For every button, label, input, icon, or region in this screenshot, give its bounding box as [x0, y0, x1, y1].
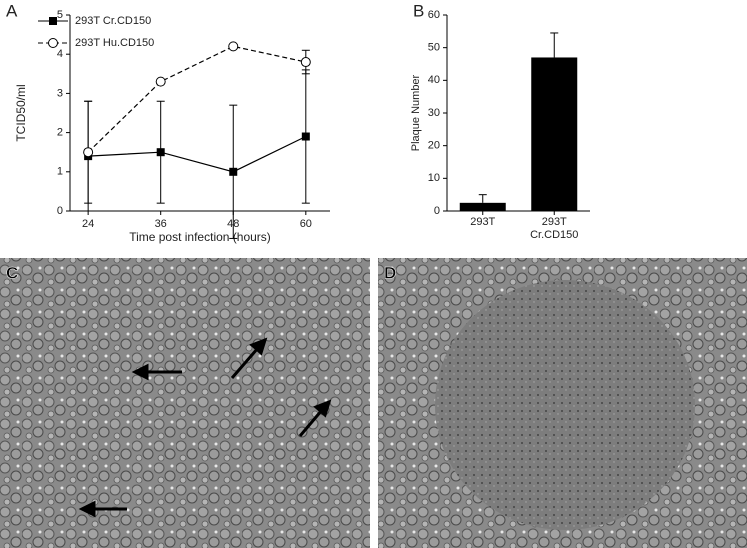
x-tick-label: 293T: [470, 216, 496, 228]
y-tick-label: 10: [428, 172, 440, 184]
x-axis-label: Time post infection (hours): [129, 230, 271, 244]
y-axis-label: Plaque Number: [410, 74, 422, 151]
y-tick-label: 4: [57, 48, 63, 60]
y-tick-label: 3: [57, 87, 63, 99]
y-tick-label: 30: [428, 107, 440, 119]
micrograph-c: [0, 258, 370, 548]
point: [228, 41, 239, 52]
y-tick-label: 1: [57, 166, 63, 178]
x-tick-label: 293T Cr.CD150: [530, 216, 579, 241]
y-tick-label: 20: [428, 140, 440, 152]
x-tick-label: 24: [82, 218, 94, 230]
series-line: [88, 135, 307, 173]
y-tick-label: 40: [428, 74, 440, 86]
bar: [531, 57, 578, 211]
bar: [459, 202, 506, 211]
panel-label: A: [6, 1, 18, 20]
y-tick-label: 50: [428, 42, 440, 54]
panel-label: C: [6, 263, 18, 282]
point: [300, 57, 311, 68]
point: [156, 148, 165, 157]
x-tick-label: 36: [155, 218, 167, 230]
y-tick-label: 0: [57, 205, 63, 217]
arrows: [78, 337, 332, 518]
y-tick-label: 60: [428, 9, 440, 21]
legend-label: 293T Hu.CD150: [75, 37, 154, 49]
legend-marker: [48, 38, 58, 48]
x-tick-label: 60: [300, 218, 312, 230]
legend-label: 293T Cr.CD150: [75, 15, 151, 27]
y-axis-label: TCID50/ml: [14, 84, 28, 141]
panel-label: D: [384, 263, 396, 282]
y-tick-label: 5: [57, 9, 63, 21]
legend-marker: [49, 17, 57, 25]
series-line: [87, 45, 306, 153]
panel-label: B: [413, 1, 424, 20]
point: [301, 132, 310, 141]
point: [229, 167, 238, 176]
plaque: [435, 280, 695, 530]
point: [83, 147, 94, 158]
y-tick-label: 0: [434, 205, 440, 217]
y-tick-label: 2: [57, 127, 63, 139]
point: [155, 76, 166, 87]
